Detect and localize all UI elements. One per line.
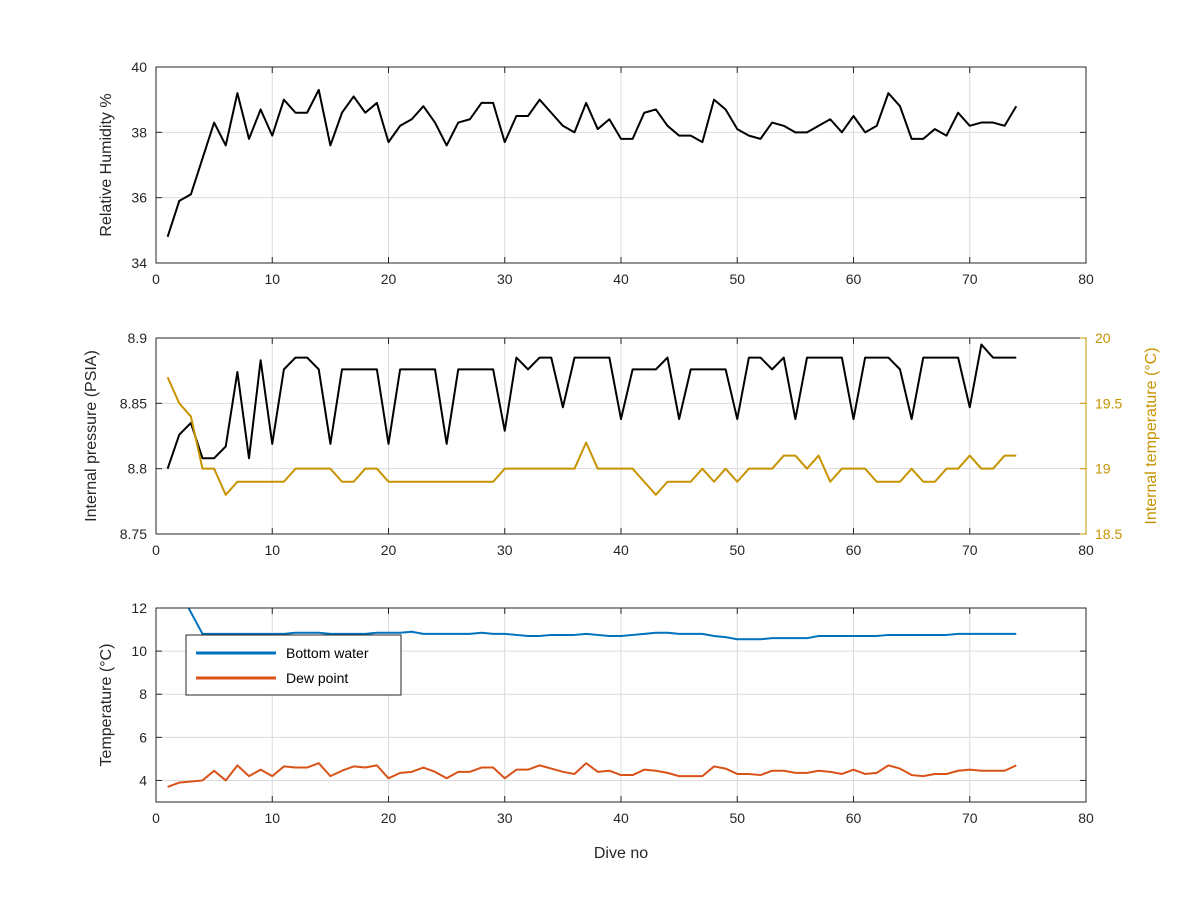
y-tick-label: 6 — [139, 729, 147, 745]
x-tick-label: 0 — [152, 271, 160, 287]
subplot-1: 0 10 20 30 40 50 60 70 80 34 36 38 40 Relative Humidi… — [98, 59, 1094, 287]
y-tick-label: 10 — [131, 643, 147, 659]
x-tick-label: 60 — [846, 542, 862, 558]
subplot-3: 0 10 20 30 40 50 60 70 80 4 6 8 10 12 Temperature (°C)… — [98, 600, 1094, 862]
y-tick-label: 8.75 — [120, 526, 147, 542]
x-tick-label: 80 — [1078, 810, 1094, 826]
x-tick-label: 30 — [497, 271, 513, 287]
series-line-dew-point — [167, 762, 1017, 788]
x-tick-label: 30 — [497, 542, 513, 558]
x-tick-label: 20 — [381, 542, 397, 558]
x-tick-label: 20 — [381, 810, 397, 826]
y-axis-label: Relative Humidity % — [98, 93, 115, 236]
y-tick-label: 34 — [131, 255, 147, 271]
x-tick-label: 50 — [729, 542, 745, 558]
x-tick-label: 30 — [497, 810, 513, 826]
x-tick-label: 20 — [381, 271, 397, 287]
x-tick-label: 70 — [962, 542, 978, 558]
x-tick-label: 0 — [152, 810, 160, 826]
y-axis-label: Internal pressure (PSIA) — [83, 350, 100, 522]
x-tick-label: 60 — [846, 271, 862, 287]
series-line-2 — [166, 376, 1017, 496]
x-tick-label: 40 — [613, 542, 629, 558]
x-tick-label: 0 — [152, 542, 160, 558]
x-tick-label: 40 — [613, 271, 629, 287]
y-tick-label: 8.9 — [128, 330, 148, 346]
y2-tick-label: 18.5 — [1095, 526, 1122, 542]
y-tick-label: 36 — [131, 190, 147, 206]
legend-entry: Dew point — [286, 670, 348, 686]
x-tick-label: 70 — [962, 810, 978, 826]
y2-tick-label: 20 — [1095, 330, 1111, 346]
x-tick-label: 80 — [1078, 271, 1094, 287]
y-tick-label: 8.8 — [128, 461, 148, 477]
x-tick-label: 80 — [1078, 542, 1094, 558]
series-line-bottom-water — [187, 608, 1017, 641]
x-tick-label: 60 — [846, 810, 862, 826]
y-tick-label: 8 — [139, 686, 147, 702]
x-tick-label: 70 — [962, 271, 978, 287]
x-tick-label: 10 — [264, 271, 280, 287]
series-line-1 — [166, 343, 1017, 469]
y-tick-label: 4 — [139, 772, 147, 788]
x-tick-label: 10 — [264, 542, 280, 558]
legend-box — [185, 634, 402, 696]
y-axis-label: Temperature (°C) — [98, 644, 115, 767]
x-tick-label: 50 — [729, 810, 745, 826]
y2-tick-label: 19 — [1095, 461, 1111, 477]
subplot-2: 0 10 20 30 40 50 60 70 80 8.75 8.8 8.85 8.9 18.5 19 19.… — [83, 330, 1160, 558]
series-line-1 — [166, 88, 1018, 238]
y-tick-label: 38 — [131, 124, 147, 140]
x-axis-label: Dive no — [594, 845, 648, 862]
y-tick-label: 8.85 — [120, 395, 147, 411]
y-tick-label: 12 — [131, 600, 147, 616]
y2-tick-label: 19.5 — [1095, 395, 1122, 411]
y2-axis-label: Internal temperature (°C) — [1143, 347, 1160, 524]
legend: Bottom water Dew point — [185, 634, 402, 696]
legend-entry: Bottom water — [286, 645, 369, 661]
x-tick-label: 40 — [613, 810, 629, 826]
x-tick-label: 50 — [729, 271, 745, 287]
y-tick-label: 40 — [131, 59, 147, 75]
x-tick-label: 10 — [264, 810, 280, 826]
